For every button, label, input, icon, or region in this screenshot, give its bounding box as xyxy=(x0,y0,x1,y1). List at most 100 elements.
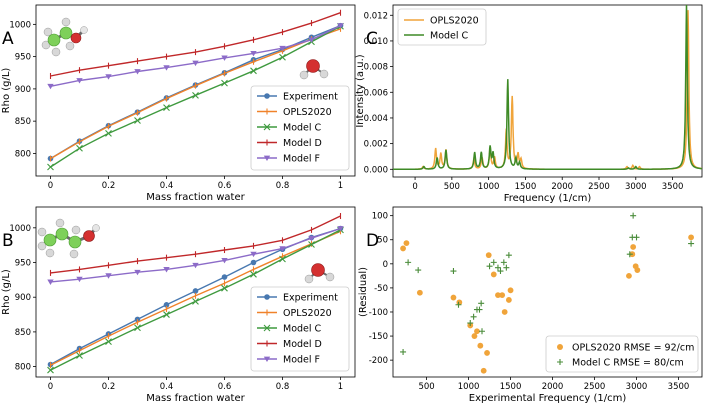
legend-label: Model F xyxy=(283,355,320,366)
y-axis-label: Rho (g/L) xyxy=(1,269,12,315)
y-tick-label: 0.012 xyxy=(364,11,388,21)
data-point xyxy=(279,255,286,263)
data-point xyxy=(503,264,510,271)
x-tick-label: 1 xyxy=(338,382,343,392)
data-point xyxy=(250,270,257,278)
data-point xyxy=(484,350,490,356)
data-point xyxy=(467,320,474,327)
data-point xyxy=(47,83,54,90)
data-point xyxy=(192,262,199,269)
y-tick-label: 850 xyxy=(15,328,31,338)
data-point xyxy=(47,366,54,374)
y-tick-label: 900 xyxy=(15,293,31,303)
data-point xyxy=(192,297,199,305)
data-point xyxy=(476,306,483,313)
series-line xyxy=(50,24,341,87)
x-tick-label: 0 xyxy=(48,181,53,191)
propanol-molecule-icon xyxy=(37,218,100,259)
x-tick-label: 0.2 xyxy=(102,382,116,392)
data-point xyxy=(250,67,257,75)
data-point xyxy=(308,235,315,242)
data-point xyxy=(501,309,508,315)
y-tick-label: 0.010 xyxy=(364,37,388,47)
x-tick-label: 1000 xyxy=(458,382,480,392)
data-point xyxy=(279,45,286,52)
data-point xyxy=(688,234,694,241)
data-point xyxy=(485,252,492,259)
x-tick-label: 1000 xyxy=(478,182,500,192)
legend-marker xyxy=(557,344,563,350)
data-point xyxy=(455,301,462,308)
data-point xyxy=(163,104,170,111)
plot-area xyxy=(47,213,344,374)
axes-frame xyxy=(35,4,356,177)
y-tick-label: 0.002 xyxy=(364,140,388,150)
data-point xyxy=(134,269,141,276)
data-point xyxy=(494,264,501,271)
x-tick-label: 0.4 xyxy=(160,181,174,191)
x-tick-label: 0.2 xyxy=(102,181,116,191)
plot-area xyxy=(393,5,702,171)
data-point xyxy=(626,272,632,279)
data-point xyxy=(105,74,112,80)
data-point xyxy=(163,302,170,308)
legend-label: Model C RMSE = 80/cm xyxy=(572,358,684,369)
legend-label: OPLS2020 xyxy=(283,107,332,118)
legend-marker xyxy=(263,356,271,362)
y-tick-label: 800 xyxy=(15,363,31,373)
x-tick-label: 0 xyxy=(412,182,417,192)
data-point xyxy=(400,348,407,355)
y-tick-label: -200 xyxy=(369,356,388,366)
data-point xyxy=(163,65,170,71)
x-axis-label: Frequency (1/cm) xyxy=(504,193,592,204)
y-tick-label: -150 xyxy=(369,332,388,342)
x-axis-label: Mass fraction water xyxy=(146,393,245,404)
data-point xyxy=(400,245,406,252)
data-point xyxy=(634,267,641,273)
y-tick-label: 800 xyxy=(15,149,31,159)
x-tick-label: 3000 xyxy=(625,182,647,192)
data-point xyxy=(250,50,257,57)
data-point xyxy=(221,55,228,61)
x-tick-label: 0 xyxy=(48,382,53,392)
data-point xyxy=(337,23,344,29)
series-model-d xyxy=(49,213,342,276)
panel-d: D 500 1000 1500 2000 2500 3000 3500-200-150-10… xyxy=(358,206,703,404)
y-tick-label: 1000 xyxy=(9,20,31,30)
data-point xyxy=(47,163,54,171)
data-point xyxy=(470,313,477,320)
x-tick-label: 3500 xyxy=(668,382,690,392)
data-point xyxy=(450,268,457,275)
data-point xyxy=(134,69,141,75)
data-point xyxy=(630,212,637,219)
data-point xyxy=(456,299,463,306)
data-point xyxy=(192,60,199,67)
legend-marker xyxy=(264,294,270,300)
legend-box xyxy=(545,335,699,373)
series-model-c xyxy=(47,22,344,171)
data-point xyxy=(499,292,506,299)
y-tick-label: 50 xyxy=(377,236,388,246)
legend-label: Experiment xyxy=(283,293,338,304)
y-tick-label: 1000 xyxy=(9,224,31,234)
legend-box xyxy=(250,286,350,372)
data-point xyxy=(478,300,485,307)
series-model-c xyxy=(47,226,344,374)
series-opls2020 xyxy=(400,234,694,374)
x-tick-label: 3500 xyxy=(662,182,684,192)
legend-label: OPLS2020 RMSE = 92/cm xyxy=(572,343,694,354)
y-tick-label: 950 xyxy=(15,53,31,63)
data-point xyxy=(405,259,412,266)
x-tick-label: 500 xyxy=(444,182,460,192)
data-point xyxy=(688,240,695,247)
panel-letter-a: A xyxy=(2,29,14,49)
plot-area xyxy=(47,9,344,171)
y-tick-label: 0.008 xyxy=(364,63,388,73)
panel-letter-b: B xyxy=(2,231,14,251)
axes-frame xyxy=(392,206,703,378)
data-point xyxy=(134,324,141,332)
legend-label: Model C xyxy=(283,123,322,134)
y-tick-label: -50 xyxy=(374,284,388,294)
x-tick-label: 1 xyxy=(338,181,343,191)
y-axis-label: Rho (g/L) xyxy=(1,68,12,114)
